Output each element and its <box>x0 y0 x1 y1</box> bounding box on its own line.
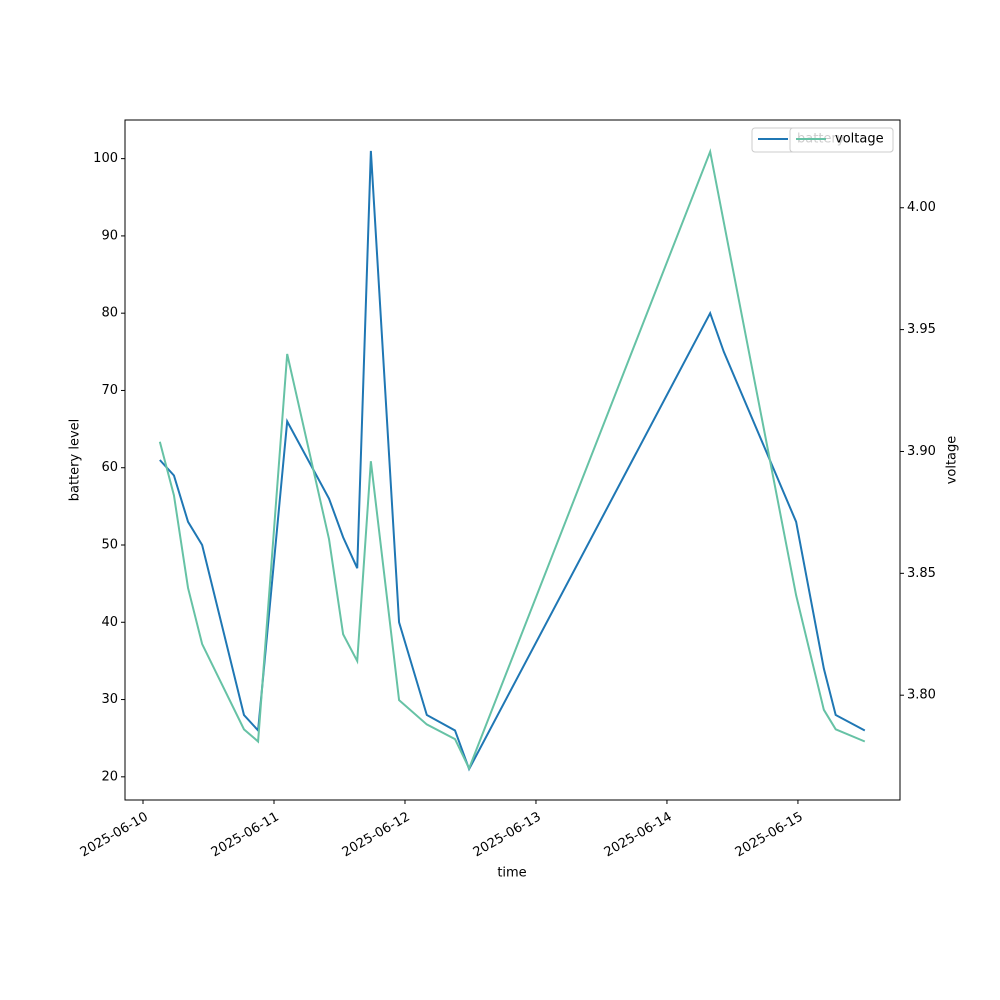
y-tick-label: 90 <box>101 228 118 243</box>
y-tick-label: 70 <box>101 383 118 398</box>
y-tick-label: 60 <box>101 460 118 475</box>
y-tick-label: 30 <box>101 692 118 707</box>
series-line <box>158 148 866 771</box>
y2-tick-label: 4.00 <box>907 200 936 215</box>
y2-tick-label: 3.85 <box>907 566 936 581</box>
x-axis-label: time <box>497 866 526 881</box>
y2-tick-label: 3.95 <box>907 322 936 337</box>
y2-axis-label: voltage <box>945 436 960 485</box>
series-line <box>159 150 866 772</box>
y-axis-label: battery level <box>68 419 83 502</box>
y-tick-label: 100 <box>93 151 118 166</box>
y-tick-label: 20 <box>101 769 118 784</box>
plot-frame <box>124 119 901 801</box>
legend-label: voltage <box>835 132 884 147</box>
y2-tick-label: 3.80 <box>907 688 936 703</box>
y-tick-label: 50 <box>101 538 118 553</box>
y2-tick-label: 3.90 <box>907 444 936 459</box>
y-tick-label: 40 <box>101 615 118 630</box>
legend-box <box>789 127 894 153</box>
y-tick-label: 80 <box>101 306 118 321</box>
